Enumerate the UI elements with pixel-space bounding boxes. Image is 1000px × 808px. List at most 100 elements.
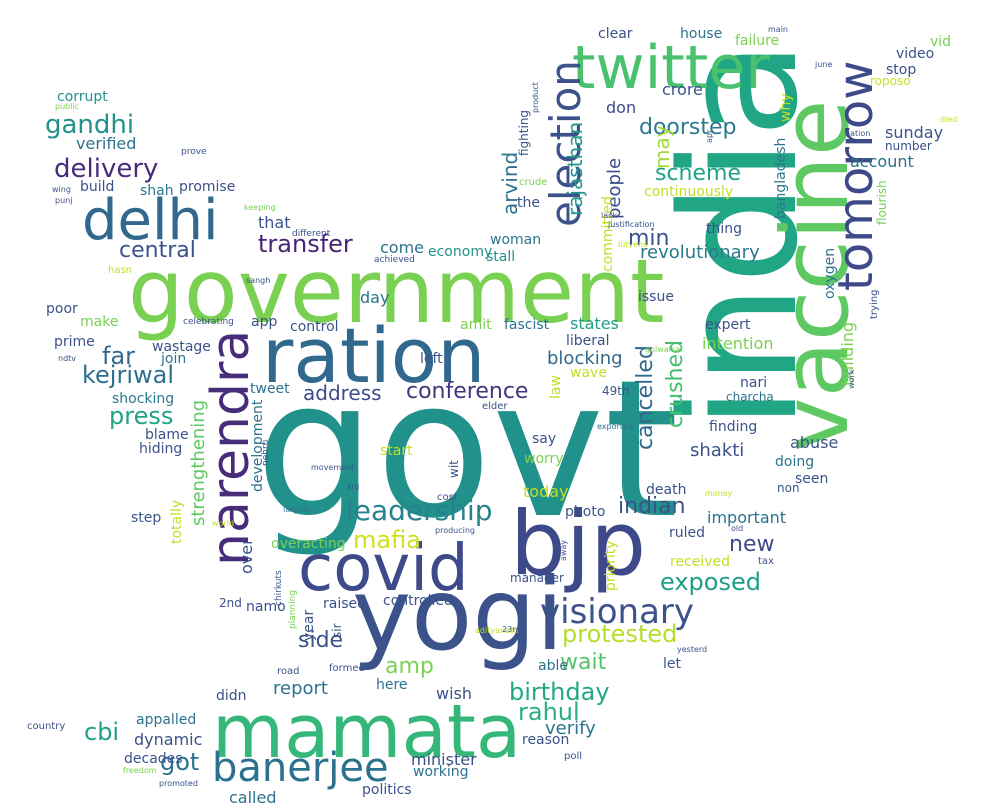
cloud-word: golwalkar	[645, 345, 684, 354]
cloud-word: able	[538, 658, 568, 674]
cloud-word: wit	[447, 460, 461, 478]
cloud-word: delhi	[82, 188, 219, 253]
cloud-word: promoted	[159, 779, 198, 788]
cloud-word: over	[237, 538, 256, 574]
cloud-word: poll	[564, 751, 583, 762]
cloud-word: year	[301, 609, 317, 641]
cloud-word: exposed	[660, 568, 761, 596]
cloud-word: covid	[298, 532, 469, 606]
cloud-word: death	[646, 482, 687, 498]
cloud-word: day	[360, 288, 390, 307]
cloud-word: continuously	[644, 184, 734, 200]
cloud-word: largest	[283, 505, 311, 514]
cloud-word: achieved	[374, 255, 415, 265]
cloud-word: keeping	[244, 203, 276, 212]
cloud-word: planning	[288, 589, 298, 629]
cloud-word: ndtv	[58, 354, 77, 363]
cloud-word: crude	[519, 177, 548, 188]
cloud-word: producing	[435, 526, 476, 535]
cloud-word: controlled	[383, 593, 453, 609]
cloud-word: amp	[385, 654, 434, 679]
cloud-word: start	[380, 443, 413, 459]
cloud-word: doorstep	[639, 115, 737, 140]
cloud-word: important	[707, 508, 787, 527]
cloud-word: control	[290, 319, 339, 335]
cloud-word: doing	[775, 454, 815, 470]
cloud-word: make	[80, 314, 119, 330]
cloud-word: twitter	[572, 33, 770, 103]
cloud-word: far	[102, 342, 136, 370]
cloud-word: shakti	[690, 440, 745, 461]
cloud-word: elder	[482, 401, 508, 412]
cloud-word: woman	[490, 232, 542, 248]
cloud-word: country	[27, 721, 66, 732]
cloud-word: abuse	[790, 433, 839, 452]
cloud-word: formed	[329, 663, 365, 674]
cloud-word: the	[517, 195, 540, 211]
cloud-word: charcha	[726, 390, 774, 404]
cloud-word: movement	[311, 463, 355, 472]
cloud-word: decades	[124, 751, 183, 767]
cloud-word: yesterd	[677, 645, 708, 654]
cloud-word: blame	[145, 427, 189, 443]
cloud-word: left	[420, 351, 443, 367]
cloud-word: 49th	[602, 384, 630, 398]
cloud-word: hasn	[108, 265, 133, 276]
cloud-word: video	[896, 46, 935, 62]
cloud-word: committed	[600, 196, 616, 272]
cloud-word: poor	[46, 301, 78, 317]
cloud-word: bangladesh	[773, 137, 789, 219]
cloud-word: nehru	[261, 439, 271, 466]
cloud-word: lutyens	[618, 240, 648, 249]
cloud-word: delivery	[54, 154, 159, 184]
cloud-word: photo	[565, 504, 606, 520]
cloud-word: june	[815, 60, 833, 69]
cloud-word: mamata	[212, 689, 522, 775]
cloud-word: min	[628, 226, 670, 251]
cloud-word: lack	[601, 211, 618, 220]
cloud-word: banerjee	[212, 745, 389, 791]
cloud-word: main	[768, 25, 788, 34]
cloud-word: sangh	[246, 276, 271, 285]
cloud-word: rajasthan	[563, 121, 587, 216]
cloud-word: scheme	[655, 161, 742, 186]
cloud-word: politics	[362, 782, 412, 798]
cloud-word: rahul	[518, 698, 580, 726]
cloud-word: nari	[740, 375, 768, 391]
cloud-word: liberal	[566, 333, 610, 349]
cloud-word: seen	[795, 471, 829, 487]
cloud-word: archive	[575, 555, 584, 585]
cloud-word: states	[570, 314, 619, 333]
cloud-word: overacting	[271, 536, 346, 552]
cloud-word: called	[229, 788, 277, 807]
cloud-word: 23rd	[502, 625, 521, 634]
cloud-word: prime	[54, 334, 95, 350]
cloud-word: government	[128, 240, 665, 343]
cloud-word: blocking	[547, 348, 623, 369]
cloud-word: adityanath	[475, 626, 519, 635]
cloud-word: here	[376, 677, 408, 693]
cloud-word: say	[532, 431, 557, 447]
cloud-word: corrupt	[57, 89, 108, 105]
cloud-word: dynamic	[134, 730, 203, 749]
cloud-word: intention	[702, 334, 774, 353]
cloud-word: join	[161, 351, 187, 367]
cloud-word: economy	[428, 244, 493, 260]
cloud-word: indian	[618, 494, 686, 519]
cloud-word: issue	[638, 289, 674, 305]
cloud-word: today	[523, 482, 569, 501]
cloud-word: come	[380, 238, 425, 257]
cloud-word: work	[847, 369, 856, 389]
cloud-word: don	[606, 98, 637, 117]
cloud-word: govt	[255, 339, 679, 560]
cloud-word: exported	[597, 422, 633, 431]
cloud-word: strengthening	[188, 399, 209, 526]
cloud-word: tweet	[250, 381, 290, 397]
cloud-word: that	[258, 213, 291, 232]
cloud-word: mafia	[353, 526, 421, 554]
cloud-word: press	[109, 402, 174, 430]
cloud-word: why	[778, 93, 794, 122]
cloud-word: chirkuts	[274, 570, 284, 606]
cloud-word: law	[548, 375, 564, 399]
cloud-word: justification	[608, 220, 655, 229]
